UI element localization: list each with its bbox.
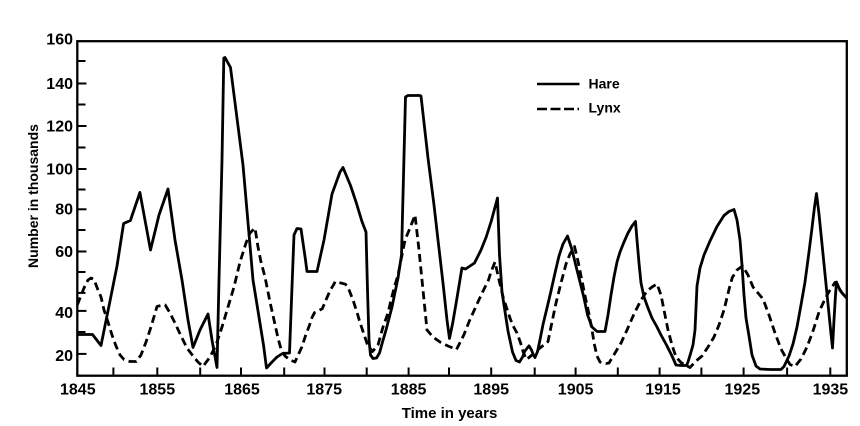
svg-text:20: 20: [55, 348, 73, 365]
svg-text:1895: 1895: [473, 382, 509, 399]
svg-text:Time in years: Time in years: [402, 405, 498, 422]
svg-text:120: 120: [46, 119, 73, 136]
svg-text:40: 40: [55, 305, 73, 322]
svg-text:1845: 1845: [60, 382, 96, 399]
svg-text:1915: 1915: [645, 382, 681, 399]
svg-text:Hare: Hare: [589, 76, 620, 92]
svg-text:1935: 1935: [813, 382, 849, 399]
svg-text:140: 140: [46, 76, 73, 93]
svg-text:Lynx: Lynx: [589, 100, 621, 116]
svg-text:1905: 1905: [558, 382, 594, 399]
svg-text:1855: 1855: [140, 382, 176, 399]
svg-text:1925: 1925: [725, 382, 761, 399]
svg-text:160: 160: [46, 32, 73, 49]
svg-text:Number in thousands: Number in thousands: [25, 124, 41, 268]
svg-text:1865: 1865: [224, 382, 260, 399]
svg-text:80: 80: [55, 202, 73, 219]
svg-text:1885: 1885: [391, 382, 427, 399]
svg-text:100: 100: [46, 162, 73, 179]
svg-text:60: 60: [55, 244, 73, 261]
svg-text:1875: 1875: [306, 382, 342, 399]
